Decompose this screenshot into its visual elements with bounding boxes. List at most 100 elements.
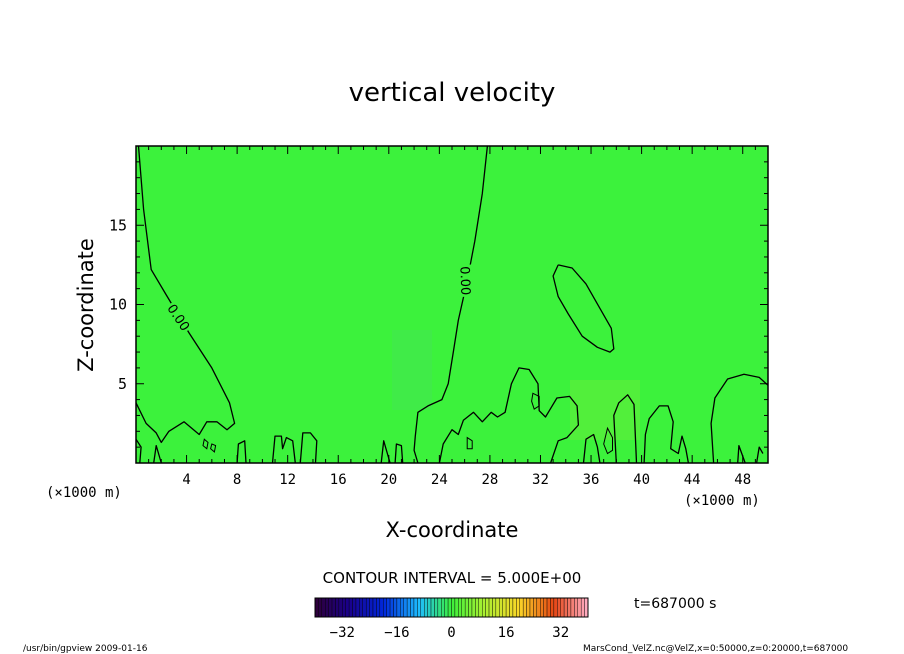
colorbar-segment-51 [488, 597, 493, 618]
colorbar-segment-17 [372, 597, 377, 618]
colorbar-segment-9 [345, 597, 350, 618]
colorbar-segment-74 [567, 597, 572, 618]
colorbar-frame [314, 597, 589, 618]
x-tick-label-4: 4 [182, 472, 190, 488]
colorbar-segment-3 [325, 597, 329, 618]
colorbar-segment-58 [512, 597, 517, 618]
colorbar-tick-32: 32 [552, 625, 569, 641]
colorbar-segment-66 [540, 597, 544, 618]
colorbar-segment-30 [417, 597, 421, 618]
colorbar-segment-39 [447, 597, 452, 618]
colorbar-segment-27 [406, 597, 411, 618]
colorbar-segment-43 [461, 597, 466, 618]
zero-contour-3 [438, 367, 580, 464]
colorbar-segment-10 [348, 597, 353, 618]
x-tick-label-12: 12 [279, 472, 296, 488]
colorbar-segment-52 [492, 597, 497, 618]
zero-contour-1 [413, 145, 489, 464]
footer-right: MarsCond_VelZ.nc@VelZ,x=0:50000,z=0:2000… [583, 644, 848, 654]
colorbar-segment-75 [570, 597, 575, 618]
colorbar-segment-79 [584, 597, 589, 618]
footer-left: /usr/bin/gpview 2009-01-16 [23, 644, 148, 654]
colorbar-tick-0: 0 [447, 625, 455, 641]
colorbar-segment-65 [536, 597, 541, 618]
contour-label-bg-0 [164, 300, 194, 335]
zero-contour-5 [710, 373, 769, 464]
x-axis-ticks: 4 8 12 16 20 24 28 32 36 40 44 48 [148, 146, 756, 488]
colorbar-segment-21 [386, 597, 391, 618]
colorbar-segment-67 [543, 597, 548, 618]
closed-cell-3 [202, 438, 209, 450]
contour-label-1: 0.00 [456, 266, 472, 295]
zero-contour-10 [299, 432, 318, 464]
zero-contour-13 [582, 433, 601, 464]
colorbar-segment-70 [553, 597, 558, 618]
colorbar-segment-7 [338, 597, 343, 618]
colorbar-segment-57 [509, 597, 514, 618]
colorbar-segment-31 [420, 597, 425, 618]
x-unit-left: (×1000 m) [46, 485, 122, 501]
colorbar-tick-16: 16 [498, 625, 515, 641]
colorbar-segment-14 [362, 597, 367, 618]
x-tick-label-32: 32 [532, 472, 549, 488]
x-axis-label: X-coordinate [386, 518, 519, 542]
zero-contour-4 [643, 405, 690, 464]
zero-contour-0 [135, 145, 236, 444]
colorbar-segment-77 [577, 597, 582, 618]
colorbar-segment-37 [441, 597, 445, 618]
colorbar-segment-59 [516, 597, 520, 618]
colorbar-segment-22 [389, 597, 394, 618]
x-tick-label-24: 24 [431, 472, 448, 488]
zero-contour-14 [613, 394, 638, 464]
colorbar-segment-32 [424, 597, 428, 618]
x-tick-label-8: 8 [233, 472, 241, 488]
colorbar-segment-73 [563, 597, 568, 618]
colorbar-segment-19 [379, 597, 384, 618]
colorbar-segment-18 [376, 597, 381, 618]
zero-contour-8 [236, 440, 247, 464]
colorbar-segment-61 [522, 597, 527, 618]
plot-area [136, 146, 768, 463]
weak-downdraft-shading [570, 380, 640, 440]
y-tick-label-5: 5 [118, 375, 127, 393]
y-tick-label-10: 10 [109, 296, 127, 314]
colorbar-segment-50 [485, 597, 490, 618]
contour-label-bg-1 [458, 264, 474, 297]
colorbar-segment-15 [365, 597, 370, 618]
x-tick-label-20: 20 [380, 472, 397, 488]
y-tick-label-15: 15 [109, 216, 127, 234]
colorbar-segment-49 [482, 597, 486, 618]
weak-updraft-shading [392, 330, 432, 410]
colorbar-segment-13 [359, 597, 363, 618]
zero-contour-2 [552, 264, 615, 353]
colorbar-ticks: −32 −16 0 16 32 [330, 625, 569, 641]
colorbar-segment-28 [410, 597, 415, 618]
colorbar-segment-78 [580, 597, 585, 618]
colorbar-segment-72 [560, 597, 565, 618]
colorbar-segment-1 [318, 597, 323, 618]
colorbar-segment-42 [458, 597, 462, 618]
colorbar-segment-33 [427, 597, 432, 618]
zero-contour-16 [755, 446, 764, 464]
colorbar-segment-35 [434, 597, 439, 618]
x-tick-label-40: 40 [633, 472, 650, 488]
colorbar-segment-40 [451, 597, 456, 618]
colorbar-segment-23 [393, 597, 398, 618]
colorbar-tick--32: −32 [330, 625, 355, 641]
x-tick-label-36: 36 [583, 472, 600, 488]
colorbar-segment-68 [546, 597, 551, 618]
colorbar-segment-36 [437, 597, 442, 618]
closed-cell-4 [210, 443, 217, 453]
colorbar-segment-46 [471, 597, 476, 618]
zero-contour-7 [153, 444, 162, 464]
colorbar-segment-25 [400, 597, 404, 618]
colorbar-segment-8 [342, 597, 346, 618]
colorbar-segment-47 [475, 597, 480, 618]
time-label: t=687000 s [634, 596, 716, 612]
colorbar-segment-0 [314, 597, 319, 618]
colorbar-segment-4 [328, 597, 333, 618]
x-tick-label-44: 44 [684, 472, 701, 488]
zero-contour-9 [271, 435, 296, 464]
colorbar-segment-54 [499, 597, 503, 618]
